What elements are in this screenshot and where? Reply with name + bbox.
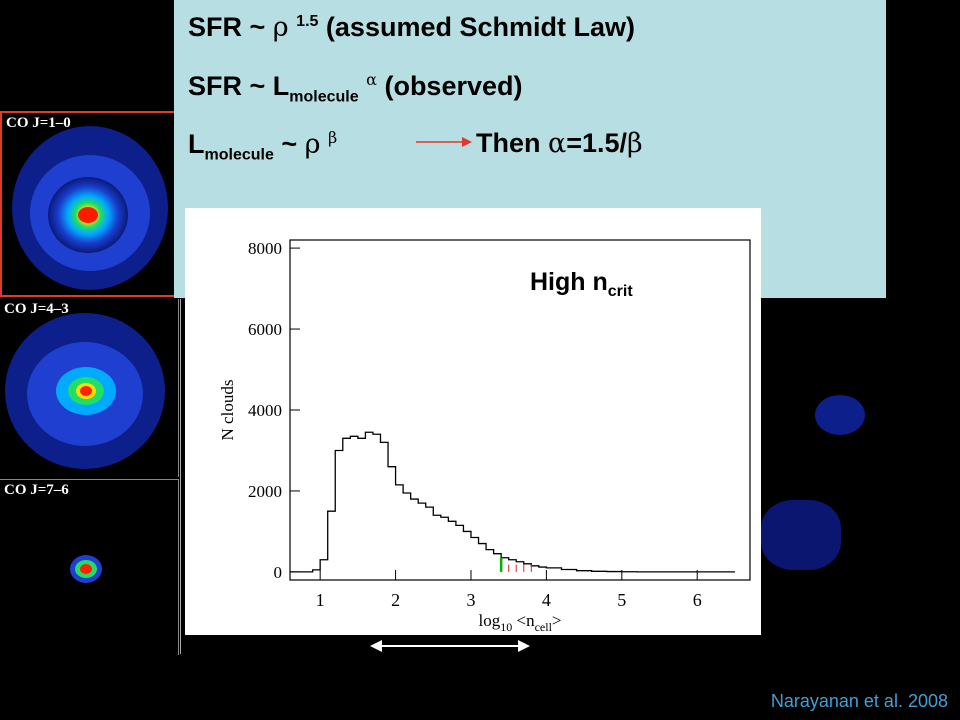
background-map-blob-2 — [761, 500, 841, 570]
x-axis-label-end: > — [552, 611, 562, 630]
plot-frame — [289, 239, 751, 581]
co-map-3-image — [70, 555, 102, 583]
x-tick-label: 1 — [316, 590, 325, 610]
formula-3-tilde: ~ — [273, 129, 305, 159]
x-tick-label: 3 — [466, 590, 475, 610]
formula-2-alpha: α — [366, 70, 377, 89]
x-tick-label: 6 — [693, 590, 702, 610]
annotation-subscript: crit — [608, 283, 634, 300]
co-map-panel-3: CO J=7–6 — [0, 479, 179, 655]
x-axis-label: log10 <ncell> — [479, 611, 562, 634]
y-tick-label: 0 — [274, 563, 283, 582]
y-tick-label: 2000 — [248, 482, 282, 501]
citation: Narayanan et al. 2008 — [770, 691, 948, 711]
x-axis-label-prefix: log — [479, 611, 501, 630]
formula-1-prefix: SFR ~ — [188, 12, 273, 42]
formula-2-subscript: molecule — [289, 88, 359, 106]
x-axis-label-sub: 10 — [500, 620, 512, 634]
co-map-1-image — [12, 126, 168, 290]
histogram-inset: 0 2000 4000 6000 8000 1 2 3 4 5 6 N clouds log10 … — [185, 208, 761, 635]
x-tick-label: 5 — [617, 590, 626, 610]
x-axis-label-sub2: cell — [535, 620, 553, 634]
histogram-series-line — [290, 431, 735, 573]
formula-3-prefix: L — [188, 129, 205, 159]
threshold-markers — [499, 557, 532, 572]
histogram-chart: 0 2000 4000 6000 8000 1 2 3 4 5 6 N clouds log10 … — [218, 239, 751, 634]
x-tick-label: 4 — [542, 590, 551, 610]
double-arrow-icon — [370, 640, 530, 652]
formula-2-prefix: SFR ~ L — [188, 71, 290, 101]
formula-3-then: Then — [476, 128, 548, 158]
formula-2-suffix: (observed) — [376, 71, 523, 101]
formula-line-1: SFR ~ ρ 1.5 (assumed Schmidt Law) — [188, 12, 635, 43]
implies-arrow-icon — [416, 137, 472, 147]
co-map-2-label: CO J=4–3 — [4, 301, 69, 317]
x-axis: 1 2 3 4 5 6 — [316, 570, 702, 610]
y-tick-label: 6000 — [248, 320, 282, 339]
co-map-3-label: CO J=7–6 — [4, 482, 69, 498]
annotation-main: High n — [530, 268, 608, 296]
formula-1-exponent: 1.5 — [296, 13, 319, 30]
formula-3-result-beta: β — [627, 128, 643, 159]
co-map-1-label: CO J=1–0 — [6, 115, 71, 131]
co-map-2-image — [5, 313, 165, 469]
formula-3-result-eq: =1.5/ — [566, 128, 628, 158]
formula-3-result-alpha: α — [548, 128, 567, 159]
high-ncrit-annotation: High ncrit — [530, 268, 633, 300]
background-panel-edge — [180, 299, 187, 654]
formula-3-beta: β — [328, 128, 338, 147]
co-map-panel-1: CO J=1–0 — [0, 111, 178, 297]
formula-1-suffix: (assumed Schmidt Law) — [318, 12, 635, 42]
x-axis-label-suffix: <n — [512, 611, 535, 630]
y-axis-label: N clouds — [218, 380, 237, 441]
formula-1-rho: ρ — [272, 12, 289, 43]
background-map-blob — [815, 395, 865, 435]
formula-line-3: Lmolecule ~ ρ β — [188, 128, 337, 164]
formula-line-3-result: Then α=1.5/β — [476, 128, 643, 159]
formula-line-2: SFR ~ Lmolecule α (observed) — [188, 70, 523, 106]
formula-3-subscript: molecule — [204, 146, 274, 164]
co-map-panel-2: CO J=4–3 — [0, 299, 179, 477]
x-tick-label: 2 — [391, 590, 400, 610]
y-tick-label: 8000 — [248, 239, 282, 258]
formula-3-rho: ρ — [304, 129, 321, 160]
y-tick-label: 4000 — [248, 401, 282, 420]
y-axis: 0 2000 4000 6000 8000 — [248, 239, 300, 582]
